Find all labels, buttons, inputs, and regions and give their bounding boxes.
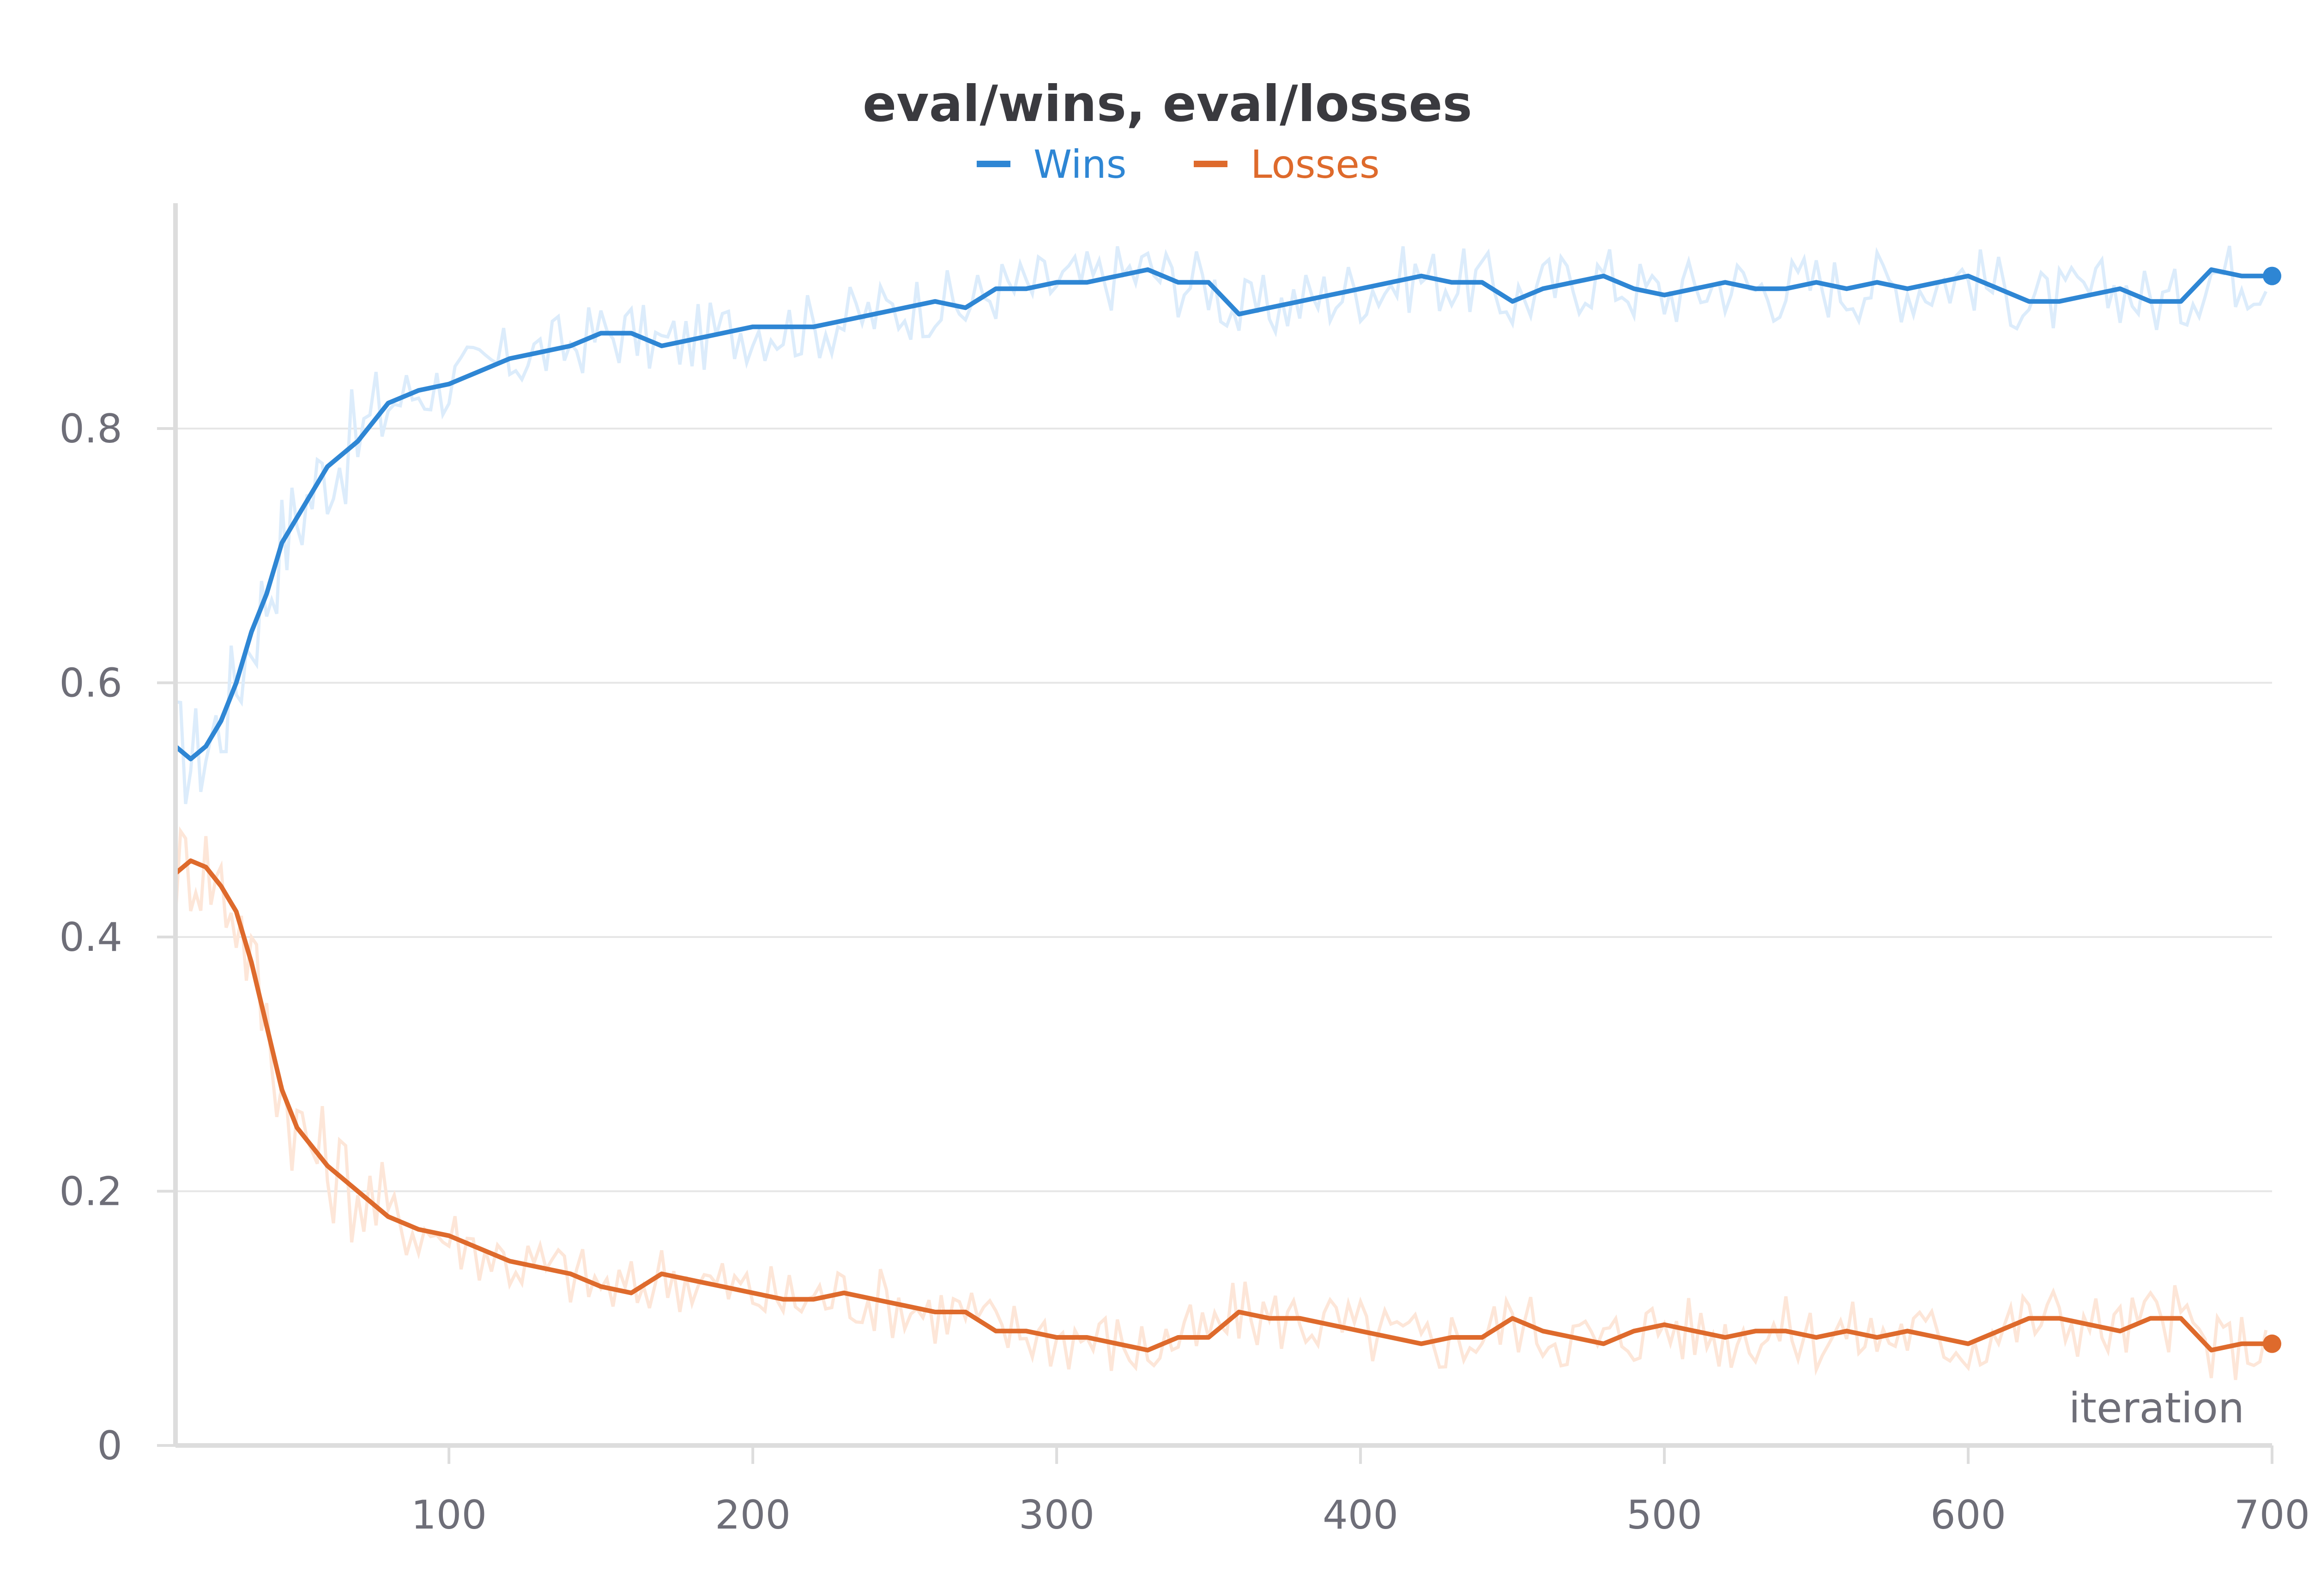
y-tick-label: 0.8 (59, 406, 122, 452)
x-tick-label: 700 (2234, 1492, 2309, 1538)
x-tick-label: 400 (1323, 1492, 1398, 1538)
legend-wins-label: Wins (1034, 142, 1127, 187)
x-tick-label: 300 (1019, 1492, 1094, 1538)
legend-item-wins[interactable]: Wins (977, 142, 1127, 187)
losses-raw-line (174, 826, 2268, 1380)
legend[interactable]: Wins Losses (977, 142, 1380, 187)
raw-series-layer (174, 245, 2268, 1380)
wins-series-line[interactable] (173, 267, 2274, 762)
wins-raw-line (175, 245, 2267, 804)
y-tick-label: 0.4 (59, 914, 122, 961)
tick-labels: 0 0.2 0.4 0.6 0.8 100 200 300 400 500 600 700 (59, 406, 2309, 1538)
losses-series-line[interactable] (173, 858, 2274, 1353)
x-tick-label: 600 (1930, 1492, 2006, 1538)
wins-end-marker[interactable] (2263, 266, 2281, 285)
y-tick-label: 0.6 (59, 660, 122, 706)
x-tick-label: 500 (1626, 1492, 1702, 1538)
legend-item-losses[interactable]: Losses (1194, 142, 1380, 187)
chart-title: eval/wins, eval/losses (863, 75, 1472, 133)
axes (173, 203, 2272, 1448)
gridlines (175, 427, 2272, 1192)
losses-end-marker[interactable] (2263, 1334, 2281, 1353)
y-tick-label: 0.2 (59, 1168, 122, 1215)
x-tick-label: 100 (411, 1492, 487, 1538)
y-tick-label: 0 (97, 1423, 122, 1469)
series-lines (173, 266, 2281, 1353)
x-axis-title: iteration (2069, 1384, 2244, 1433)
x-tick-label: 200 (715, 1492, 791, 1538)
legend-losses-label: Losses (1251, 142, 1380, 187)
